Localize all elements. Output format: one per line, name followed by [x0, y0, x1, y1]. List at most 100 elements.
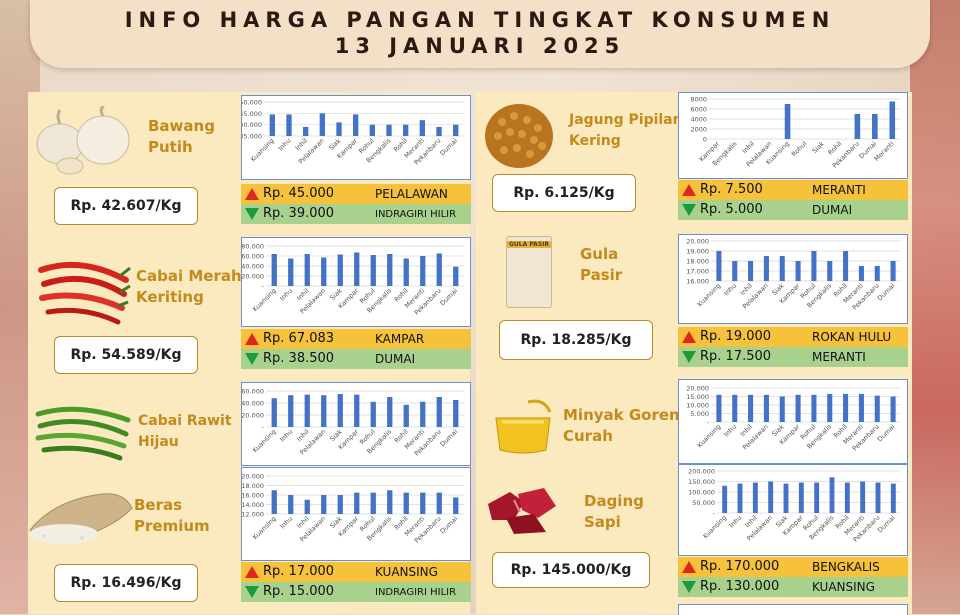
bar: [784, 104, 791, 139]
bar: [844, 482, 850, 513]
y-tick-label: 16.000: [242, 492, 264, 500]
highest-price-row: Rp. 17.000 KUANSING: [241, 562, 471, 582]
bar: [716, 394, 722, 422]
commodity-name: Cabai Merah Keriting: [136, 267, 242, 306]
y-tick-label: 10.000: [686, 402, 709, 410]
x-tick-label: Inhu: [722, 423, 738, 439]
up-arrow-icon: [245, 188, 259, 200]
bar: [288, 495, 294, 514]
bar: [271, 398, 277, 427]
y-tick-label: 35.000: [242, 133, 262, 141]
bar: [779, 396, 785, 422]
x-tick-label: Meranti: [873, 140, 896, 163]
lowest-price-row: Rp. 130.000 KUANSING: [678, 577, 908, 597]
cooking-oil-icon: [495, 399, 552, 454]
y-tick-label: 18.000: [686, 258, 709, 266]
x-tick-label: Dumai: [438, 287, 459, 308]
y-tick-label: 6000: [690, 106, 707, 114]
lowest-price-row: Rp. 15.000 INDRAGIRI HILIR: [241, 582, 471, 602]
down-arrow-icon: [682, 581, 696, 593]
x-tick-label: Inhu: [278, 287, 294, 303]
highest-price-row: Rp. 67.083 KAMPAR: [241, 329, 471, 349]
commodity-name: Minyak Goreng Curah: [563, 406, 691, 445]
bar: [779, 256, 785, 281]
bar: [336, 122, 342, 136]
x-tick-label: Inhu: [277, 137, 293, 153]
y-tick-label: 4000: [690, 116, 707, 124]
bar: [874, 266, 880, 281]
bar: [337, 394, 343, 427]
bar: [304, 499, 310, 514]
bar: [748, 261, 754, 281]
bar: [453, 400, 459, 427]
x-tick-label: Dumai: [438, 515, 459, 536]
y-tick-label: 14.000: [242, 501, 264, 509]
bar: [798, 482, 804, 513]
bar: [354, 394, 360, 427]
commodity-name: Beras Premium: [134, 496, 210, 535]
average-price: Rp. 6.125/Kg: [492, 174, 636, 212]
x-tick-label: Kuansing: [251, 515, 278, 542]
y-tick-label: 18.000: [242, 482, 264, 490]
x-tick-label: Rohul: [790, 140, 809, 159]
bar: [827, 393, 833, 422]
bar: [795, 261, 801, 281]
bar: [858, 266, 864, 281]
bar: [843, 393, 849, 422]
bar-chart-cabai-rawit-hijau: 60.000 40.000 20.000- Kuansing Inhu Inhil Pela…: [241, 382, 471, 466]
bar: [403, 492, 409, 514]
y-tick-label: 0: [703, 136, 707, 144]
lowest-price-row: Rp. 17.500 MERANTI: [678, 347, 908, 367]
bar: [321, 257, 327, 286]
bar: [387, 397, 393, 427]
bar: [370, 492, 376, 514]
bar: [420, 401, 426, 427]
highest-price-row: Rp. 19.000 ROKAN HULU: [678, 327, 908, 347]
bar: [752, 482, 758, 513]
average-price: Rp. 42.607/Kg: [54, 187, 198, 225]
bar-chart-cabai-merah-keriting: 80.000 60.000 40.000 20.000- Kuansing Inhu Inh…: [241, 237, 471, 327]
y-tick-label: 60.000: [242, 388, 264, 396]
bar: [386, 124, 392, 136]
bar: [453, 266, 459, 286]
bar: [795, 394, 801, 422]
background-right-edge: [910, 0, 960, 614]
x-tick-label: Kuansing: [696, 423, 723, 450]
down-arrow-icon: [682, 351, 696, 363]
bar: [303, 126, 309, 136]
bar: [814, 482, 820, 513]
y-tick-label: -: [262, 283, 265, 291]
bar: [854, 114, 861, 139]
up-arrow-icon: [682, 184, 696, 196]
highest-price-row: Rp. 170.000 BENGKALIS: [678, 557, 908, 577]
y-tick-label: 40.000: [242, 121, 262, 129]
bar: [420, 256, 426, 286]
bar: [436, 492, 442, 514]
sugar-bag-icon: GULA PASIR: [506, 236, 552, 308]
y-tick-label: 20.000: [242, 273, 264, 281]
bar-chart-bawang-putih: 50.00045.00040.00035.000KuansingInhuInhi…: [241, 95, 471, 180]
y-tick-label: 50.000: [242, 99, 262, 107]
x-tick-label: Kuansing: [696, 282, 723, 309]
bar: [827, 261, 833, 281]
y-tick-label: 150.000: [688, 478, 715, 486]
average-price: Rp. 16.496/Kg: [54, 564, 198, 602]
bar: [436, 126, 442, 136]
bar: [858, 393, 864, 422]
bar: [288, 258, 294, 286]
highest-price-row: Rp. 7.500 MERANTI: [678, 180, 908, 200]
y-tick-label: -: [707, 419, 710, 427]
x-tick-label: Kuansing: [251, 287, 278, 314]
bar: [763, 256, 769, 281]
bar: [387, 254, 393, 286]
lowest-price-row: Rp. 39.000 INDRAGIRI HILIR: [241, 204, 471, 224]
bar: [304, 394, 310, 427]
y-tick-label: 40.000: [242, 263, 264, 271]
y-tick-label: 8000: [690, 96, 707, 104]
bar: [369, 124, 375, 136]
y-tick-label: 80.000: [242, 243, 264, 251]
bar: [860, 481, 866, 513]
bar: [453, 124, 459, 136]
y-tick-label: 60.000: [242, 253, 264, 261]
up-arrow-icon: [245, 333, 259, 345]
